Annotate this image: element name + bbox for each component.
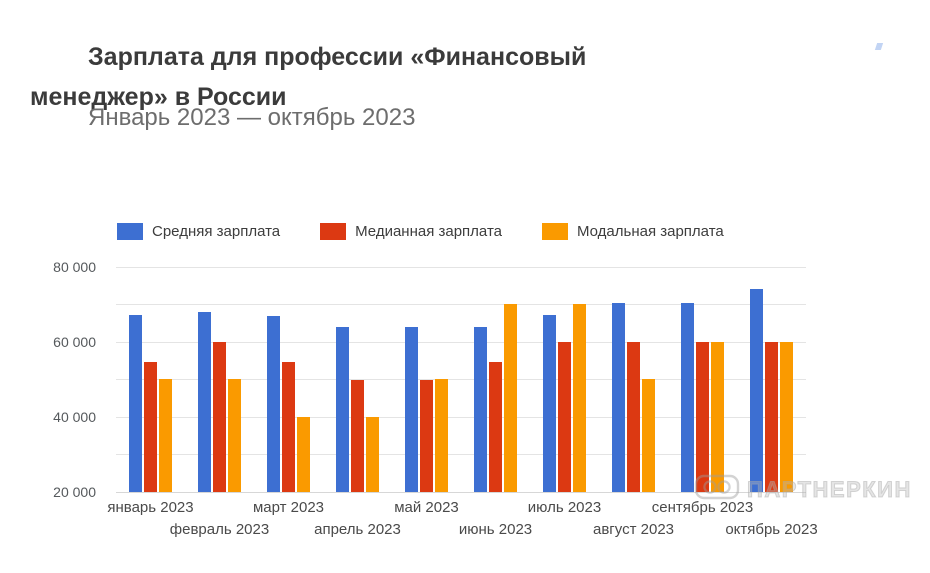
x-tick-label: октябрь 2023 [725,521,818,538]
page-title-line2: менеджер» в России [30,82,287,111]
bar[interactable] [198,312,211,492]
legend-label: Средняя зарплата [152,223,281,240]
bar[interactable] [129,315,142,492]
x-tick-label: сентябрь 2023 [651,499,754,516]
x-tick-label: май 2023 [394,499,459,516]
gridline [116,341,806,343]
bar[interactable] [297,417,310,492]
gridline [116,304,806,305]
y-tick-label: 20 000 [53,484,96,500]
bar[interactable] [558,342,571,492]
legend-label: Медианная зарплата [355,223,502,240]
bar[interactable] [711,342,724,492]
stray-mark [874,43,884,50]
legend-item-0: Средняя зарплата [117,223,280,240]
legend-swatch-icon [541,223,568,240]
bar[interactable] [282,362,295,492]
legend-item-2: Модальная зарплата [541,223,724,240]
y-tick-label: 60 000 [53,334,96,350]
bar[interactable] [144,362,157,492]
bar[interactable] [765,342,778,492]
legend-label: Модальная зарплата [576,223,724,240]
bar-group-2 [254,267,323,492]
bar[interactable] [696,342,709,492]
bar[interactable] [267,316,280,492]
bar[interactable] [474,327,487,492]
bar[interactable] [420,380,433,492]
bar[interactable] [642,379,655,492]
x-axis-baseline [116,491,806,493]
bar[interactable] [366,417,379,492]
bar[interactable] [336,327,349,492]
bar-group-3 [323,267,392,492]
x-tick-label: июль 2023 [527,499,602,516]
bar[interactable] [612,303,625,492]
legend-swatch-icon [320,223,347,240]
bar-group-1 [185,267,254,492]
bar[interactable] [780,342,793,492]
bar-group-4 [392,267,461,492]
gridline [116,379,806,380]
bar[interactable] [543,315,556,492]
gridline [116,416,806,418]
x-tick-label: апрель 2023 [314,521,401,538]
x-tick-label: август 2023 [592,521,675,538]
x-tick-label: февраль 2023 [169,521,270,538]
bar[interactable] [351,380,364,492]
bar[interactable] [750,289,763,492]
bar-group-0 [116,267,185,492]
x-tick-label: март 2023 [252,499,325,516]
bar-group-8 [668,267,737,492]
y-tick-label: 40 000 [53,409,96,425]
legend-swatch-icon [117,223,143,240]
bar-group-5 [461,267,530,492]
y-tick-label: 80 000 [53,259,96,275]
x-tick-label: январь 2023 [107,499,194,516]
bar-group-6 [530,267,599,492]
bar[interactable] [681,303,694,492]
x-tick-label: июнь 2023 [458,521,533,538]
date-range-subtitle: Январь 2023 — октябрь 2023 [88,104,416,131]
bar[interactable] [405,327,418,492]
bar[interactable] [627,342,640,492]
gridline [116,266,806,268]
bar[interactable] [504,304,517,492]
bar-group-7 [599,267,668,492]
chart-legend: Средняя зарплата Медианная зарплата Модаль… [117,223,724,240]
legend-item-1: Медианная зарплата [320,223,502,240]
page-title-line1: Зарплата для профессии «Финансовый [88,42,587,71]
bar-group-9 [737,267,806,492]
bar[interactable] [228,379,241,492]
bar[interactable] [435,379,448,492]
plot-area [116,266,806,493]
bar[interactable] [213,342,226,492]
bar[interactable] [159,379,172,492]
gridline [116,454,806,455]
bar[interactable] [489,362,502,492]
bar[interactable] [573,304,586,492]
page-title: Зарплата для профессии «Финансовый менед… [30,37,790,117]
